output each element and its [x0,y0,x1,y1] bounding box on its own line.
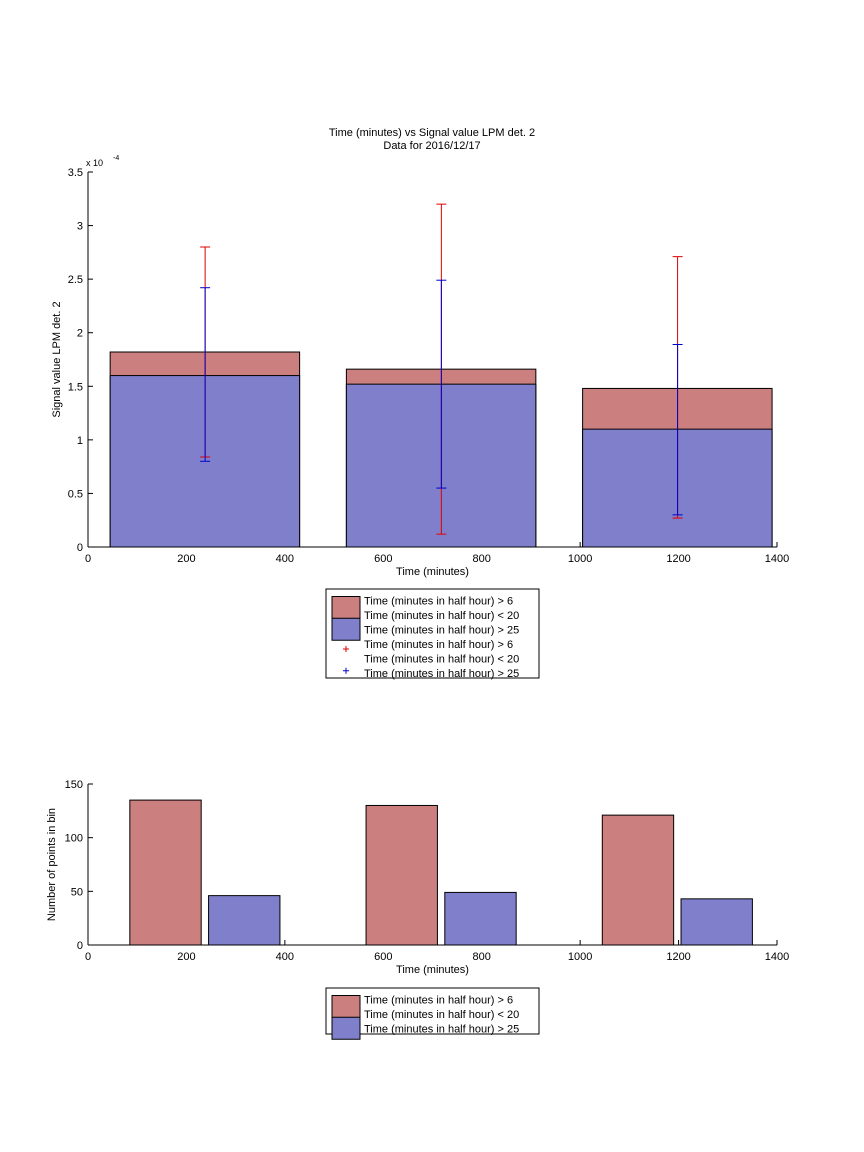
x-axis-label: Time (minutes) [396,566,469,578]
legend-swatch [331,596,361,619]
y-tick-label: 100 [65,833,83,845]
legend-label: Time (minutes in half hour) > 6 [364,596,513,608]
legend-label: Time (minutes in half hour) > 6 [364,639,513,651]
bar-series1 [129,799,202,946]
chart-title: Time (minutes) vs Signal value LPM det. … [329,127,535,139]
x-tick-label: 1400 [765,553,789,565]
legend-swatch [331,617,361,641]
error-bar-series2 [672,344,683,516]
bar-series2 [444,891,517,946]
y-tick-label: 0.5 [68,488,83,500]
x-tick-label: 0 [85,553,91,565]
x-tick-label: 1000 [568,951,592,963]
x-tick-label: 400 [276,553,294,565]
legend-box [325,987,540,1035]
y-tick-label: 2.5 [68,274,83,286]
legend-swatch [331,995,361,1018]
y-tick-label: 3 [77,221,83,233]
y-tick-label: 1 [77,435,83,447]
y-tick-label: 2 [77,328,83,340]
x-tick-label: 1000 [568,553,592,565]
chart-subtitle: Data for 2016/12/17 [383,140,480,152]
y-tick-label: 1.5 [68,381,83,393]
legend-label: Time (minutes in half hour) > 25 [364,625,519,637]
x-tick-label: 400 [276,951,294,963]
y-tick-label: 50 [71,886,83,898]
x-tick-label: 1200 [666,553,690,565]
x-tick-label: 600 [374,553,392,565]
legend: Time (minutes in half hour) > 6 Time (min… [325,987,540,1040]
y-axis-label: Signal value LPM det. 2 [51,301,63,417]
legend-label: Time (minutes in half hour) > 25 [364,668,519,680]
legend-label: Time (minutes in half hour) > 25 [364,1024,519,1036]
error-bar-series2 [200,287,211,462]
legend-label: Time (minutes in half hour) < 20 [364,1009,519,1021]
chart-1: 0 200 400 600 800 1000 1200 1400 0 0.5 1 1.5 2 2.5 3 3.… [51,127,789,680]
y-tick-label: 3.5 [68,167,83,179]
y-axis-label: Number of points in bin [46,808,58,921]
bar-series1 [601,814,675,946]
legend-box [325,588,540,679]
x-tick-label: 600 [374,951,392,963]
bar-series2 [680,898,753,946]
legend-swatch [331,1016,361,1040]
bar-series2 [208,895,281,946]
y-tick-label: 150 [65,779,83,791]
chart-2: 0 200 400 600 800 1000 1200 1400 0 50 100 150 Time (… [46,779,789,1040]
legend-label: Time (minutes in half hour) < 20 [364,654,519,666]
y-exponent-label: x 10 [86,158,103,168]
x-tick-label: 1400 [765,951,789,963]
legend-label: Time (minutes in half hour) > 6 [364,995,513,1007]
bar-series1 [365,804,438,946]
x-tick-label: 800 [473,951,491,963]
error-bar-series2 [436,279,447,489]
x-tick-label: 0 [85,951,91,963]
x-tick-label: 800 [473,553,491,565]
x-tick-label: 1200 [666,951,690,963]
y-tick-label: 0 [77,542,83,554]
y-tick-label: 0 [77,940,83,952]
x-tick-label: 200 [177,951,195,963]
legend: Time (minutes in half hour) > 6 Time (min… [325,588,540,680]
x-axis-label: Time (minutes) [396,964,469,976]
x-tick-label: 200 [177,553,195,565]
legend-label: Time (minutes in half hour) < 20 [364,610,519,622]
y-exponent-power: -4 [113,155,119,162]
